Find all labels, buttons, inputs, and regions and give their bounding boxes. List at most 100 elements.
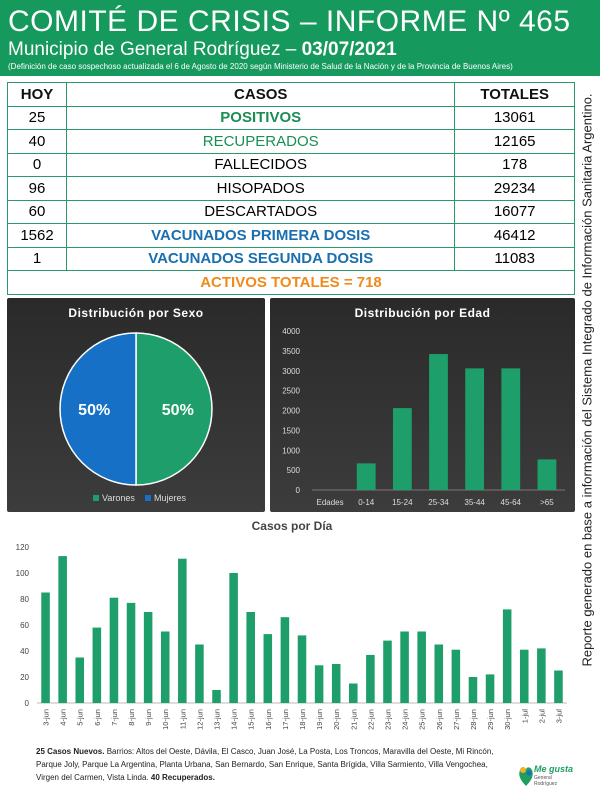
col-header-totales: TOTALES bbox=[454, 82, 575, 107]
day-bar bbox=[485, 674, 495, 703]
day-y-tick: 20 bbox=[20, 673, 29, 682]
day-x-tick: 4-jun bbox=[59, 709, 68, 726]
day-y-tick: 120 bbox=[16, 543, 30, 552]
day-y-tick: 60 bbox=[20, 621, 29, 630]
day-x-tick: 6-jun bbox=[93, 709, 102, 726]
day-y-tick: 0 bbox=[25, 699, 30, 708]
age-y-tick: 3500 bbox=[282, 347, 300, 356]
summary-row: 40 RECUPERADOS 12165 bbox=[6, 129, 575, 154]
logo-subtext: General Rodríguez bbox=[534, 775, 558, 787]
day-x-tick: 20-jun bbox=[332, 709, 341, 730]
case-definition-note: (Definición de caso sospechoso actualiza… bbox=[8, 62, 513, 71]
day-y-tick: 80 bbox=[20, 595, 29, 604]
age-bar-chart: 0 500 1000 1500 2000 2500 3000 3500 4000 Edades 0-… bbox=[282, 327, 565, 507]
day-x-tick: 22-jun bbox=[366, 709, 375, 730]
age-x-label: Edades bbox=[317, 498, 344, 507]
age-x-tick: 0-14 bbox=[358, 498, 375, 507]
summary-cell-totales: 16077 bbox=[454, 199, 575, 224]
report-subtitle: Municipio de General Rodríguez – 03/07/2… bbox=[8, 38, 592, 62]
day-bar bbox=[468, 677, 478, 703]
age-chart-title: Distribución por Edad bbox=[354, 306, 491, 320]
day-bar bbox=[434, 644, 444, 703]
sidebar-source-note: Reporte generado en base a información d… bbox=[576, 80, 598, 680]
day-bar bbox=[160, 631, 170, 703]
summary-cell-totales: 11083 bbox=[454, 246, 575, 271]
day-bar bbox=[58, 556, 67, 703]
day-x-tick: 19-jun bbox=[315, 709, 324, 730]
daily-cases-bar-chart: 0 20 40 60 80 100 120 3-jun 4-jun 5-jun 6-jun 7-jun… bbox=[16, 543, 567, 730]
day-y-tick: 40 bbox=[20, 647, 29, 656]
day-bar bbox=[246, 612, 255, 703]
logo-text: Me gusta bbox=[534, 764, 574, 774]
day-bar bbox=[400, 631, 409, 703]
day-x-tick: 5-jun bbox=[76, 709, 85, 726]
day-x-tick: 21-jun bbox=[349, 709, 358, 730]
age-bar bbox=[429, 354, 448, 490]
summary-cell-totales: 29234 bbox=[454, 176, 575, 201]
day-bar bbox=[109, 597, 119, 703]
summary-row: 96 HISOPADOS 29234 bbox=[6, 176, 575, 201]
summary-row: 0 FALLECIDOS 178 bbox=[6, 152, 575, 177]
age-y-tick: 2000 bbox=[282, 407, 300, 416]
day-x-tick: 24-jun bbox=[401, 709, 410, 730]
summary-cell-totales: 178 bbox=[454, 152, 575, 177]
daily-chart-title: Casos por Día bbox=[251, 519, 333, 533]
age-y-tick: 0 bbox=[296, 486, 301, 495]
summary-cell-casos: RECUPERADOS bbox=[66, 129, 456, 154]
day-x-tick: 10-jun bbox=[161, 709, 170, 730]
day-bar bbox=[383, 640, 392, 703]
pie-label-mujeres: 50% bbox=[78, 402, 110, 419]
summary-cell-totales: 13061 bbox=[454, 105, 575, 130]
age-x-tick: 15-24 bbox=[392, 498, 413, 507]
age-y-tick: 500 bbox=[287, 466, 301, 475]
day-bar bbox=[417, 631, 426, 703]
day-bar bbox=[143, 612, 153, 703]
day-bar bbox=[366, 654, 375, 703]
summary-cell-hoy: 0 bbox=[6, 152, 68, 177]
sex-distribution-panel: Distribución por Sexo 50% 50% Varones Mujer… bbox=[7, 298, 265, 512]
report-header: COMITÉ DE CRISIS – INFORME Nº 465 Munici… bbox=[0, 0, 600, 76]
age-bar bbox=[537, 459, 557, 490]
day-bar bbox=[41, 592, 50, 703]
summary-cell-casos: VACUNADOS PRIMERA DOSIS bbox=[66, 223, 456, 248]
age-bar bbox=[465, 368, 485, 490]
age-x-tick: 45-64 bbox=[501, 498, 522, 507]
source-text: Reporte generado en base a información d… bbox=[579, 93, 595, 667]
age-bar bbox=[356, 463, 376, 490]
summary-cell-casos: VACUNADOS SEGUNDA DOSIS bbox=[66, 246, 456, 271]
legend-swatch-varones bbox=[93, 495, 99, 501]
day-x-tick: 28-jun bbox=[469, 709, 478, 730]
me-gusta-logo: Me gusta General Rodríguez bbox=[518, 758, 574, 794]
footer-notes: 25 Casos Nuevos. Barrios: Altos del Oest… bbox=[36, 745, 506, 784]
day-bar bbox=[554, 670, 563, 703]
summary-cell-casos: FALLECIDOS bbox=[66, 152, 456, 177]
day-y-tick: 100 bbox=[16, 569, 30, 578]
day-bar bbox=[178, 558, 187, 703]
age-bar bbox=[392, 408, 412, 490]
day-x-tick: 15-jun bbox=[247, 709, 256, 730]
age-x-tick: 35-44 bbox=[464, 498, 485, 507]
age-y-tick: 1500 bbox=[282, 426, 300, 435]
age-distribution-panel: Distribución por Edad 0 500 1000 1500 2000 25… bbox=[270, 298, 575, 512]
day-x-tick: 25-jun bbox=[418, 709, 427, 730]
col-header-hoy: HOY bbox=[6, 82, 68, 107]
footer-neighborhoods: Barrios: Altos del Oeste, Dávila, El Cas… bbox=[36, 747, 494, 782]
day-bar bbox=[537, 648, 546, 703]
sex-pie-chart: 50% 50% Varones Mujeres bbox=[59, 332, 213, 503]
day-bar bbox=[349, 683, 358, 703]
day-x-tick: 14-jun bbox=[230, 709, 239, 730]
summary-cell-casos: POSITIVOS bbox=[66, 105, 456, 130]
pie-slice-mujeres bbox=[59, 332, 137, 486]
heart-icon bbox=[519, 767, 533, 786]
age-y-tick: 2500 bbox=[282, 387, 300, 396]
summary-cell-hoy: 96 bbox=[6, 176, 68, 201]
day-bar bbox=[280, 617, 290, 703]
col-header-casos: CASOS bbox=[66, 82, 456, 107]
age-x-tick: 25-34 bbox=[428, 498, 449, 507]
summary-cell-hoy: 40 bbox=[6, 129, 68, 154]
summary-cell-hoy: 1 bbox=[6, 246, 68, 271]
day-x-tick: 1-jul bbox=[520, 709, 529, 724]
summary-cell-totales: 12165 bbox=[454, 129, 575, 154]
subtitle-municipality: Municipio de General Rodríguez – bbox=[8, 39, 302, 60]
day-bar bbox=[451, 649, 461, 703]
